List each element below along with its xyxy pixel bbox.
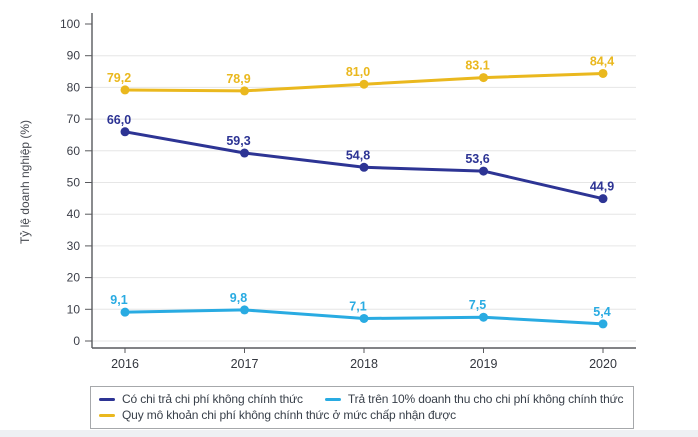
y-tick-label-70: 70	[67, 112, 81, 126]
data-label-1-2018: 7,1	[349, 299, 366, 313]
y-tick-label-80: 80	[67, 80, 81, 94]
data-label-2-2020: 84,4	[590, 54, 614, 68]
data-point-1-2018	[359, 313, 369, 323]
data-label-2-2016: 79,2	[107, 71, 131, 85]
x-tick-label-2018: 2018	[350, 357, 378, 371]
legend-item-1: Trả trên 10% doanh thu cho chi phí không…	[324, 392, 624, 406]
data-label-0-2018: 54,8	[346, 148, 370, 162]
legend-label: Có chi trả chi phí không chính thức	[122, 392, 303, 406]
y-axis-title: Tỷ lệ doanh nghiệp (%)	[18, 119, 32, 245]
data-label-1-2017: 9,8	[230, 291, 247, 305]
data-label-2-2018: 81,0	[346, 65, 370, 79]
bottom-strip	[0, 430, 698, 437]
data-label-1-2019: 7,5	[469, 298, 486, 312]
data-point-1-2019	[479, 312, 488, 322]
y-tick-label-20: 20	[67, 271, 81, 285]
legend-box: Có chi trả chi phí không chính thức Trả t…	[90, 386, 635, 429]
data-point-2-2019	[479, 73, 488, 83]
y-tick-label-40: 40	[67, 207, 81, 221]
data-label-1-2020: 5,4	[593, 305, 610, 319]
data-point-0-2020	[598, 194, 608, 204]
data-point-0-2017	[240, 148, 249, 158]
y-tick-label-30: 30	[67, 239, 81, 253]
y-tick-label-90: 90	[67, 49, 81, 63]
x-tick-label-2019: 2019	[470, 357, 498, 371]
data-label-0-2020: 44,9	[590, 180, 614, 194]
legend-item-0: Có chi trả chi phí không chính thức	[99, 392, 303, 406]
legend-label: Quy mô khoản chi phí không chính thức ở …	[122, 408, 456, 422]
data-label-1-2016: 9,1	[110, 293, 127, 307]
legend-swatch-icon	[99, 397, 115, 401]
data-label-0-2016: 66,0	[107, 113, 131, 127]
x-tick-label-2020: 2020	[589, 357, 617, 371]
data-label-2-2019: 83.1	[465, 59, 489, 73]
legend-row-1: Có chi trả chi phí không chính thức Trả t…	[99, 391, 623, 407]
legend-label: Trả trên 10% doanh thu cho chi phí không…	[347, 392, 624, 406]
data-point-0-2018	[359, 162, 369, 172]
y-tick-label-60: 60	[67, 144, 81, 158]
data-point-1-2017	[240, 305, 249, 315]
data-label-0-2017: 59,3	[226, 134, 250, 148]
data-point-0-2016	[120, 127, 130, 137]
data-point-2-2018	[359, 79, 369, 89]
y-tick-label-50: 50	[67, 176, 81, 190]
data-point-2-2017	[240, 86, 249, 96]
data-point-1-2020	[598, 319, 608, 329]
legend-swatch-icon	[99, 413, 115, 417]
x-tick-label-2016: 2016	[111, 357, 139, 371]
data-label-0-2019: 53,6	[465, 152, 489, 166]
data-point-2-2016	[120, 85, 130, 95]
data-point-0-2019	[479, 166, 488, 176]
y-tick-label-10: 10	[67, 302, 81, 316]
legend-item-2: Quy mô khoản chi phí không chính thức ở …	[99, 408, 456, 422]
y-tick-label-0: 0	[73, 334, 80, 348]
x-tick-label-2017: 2017	[231, 357, 259, 371]
data-point-1-2016	[120, 307, 130, 317]
data-point-2-2020	[598, 68, 608, 78]
legend-swatch-icon	[324, 397, 341, 401]
data-label-2-2017: 78,9	[226, 72, 250, 86]
legend-row-2: Quy mô khoản chi phí không chính thức ở …	[99, 407, 623, 423]
y-tick-label-100: 100	[60, 17, 80, 31]
